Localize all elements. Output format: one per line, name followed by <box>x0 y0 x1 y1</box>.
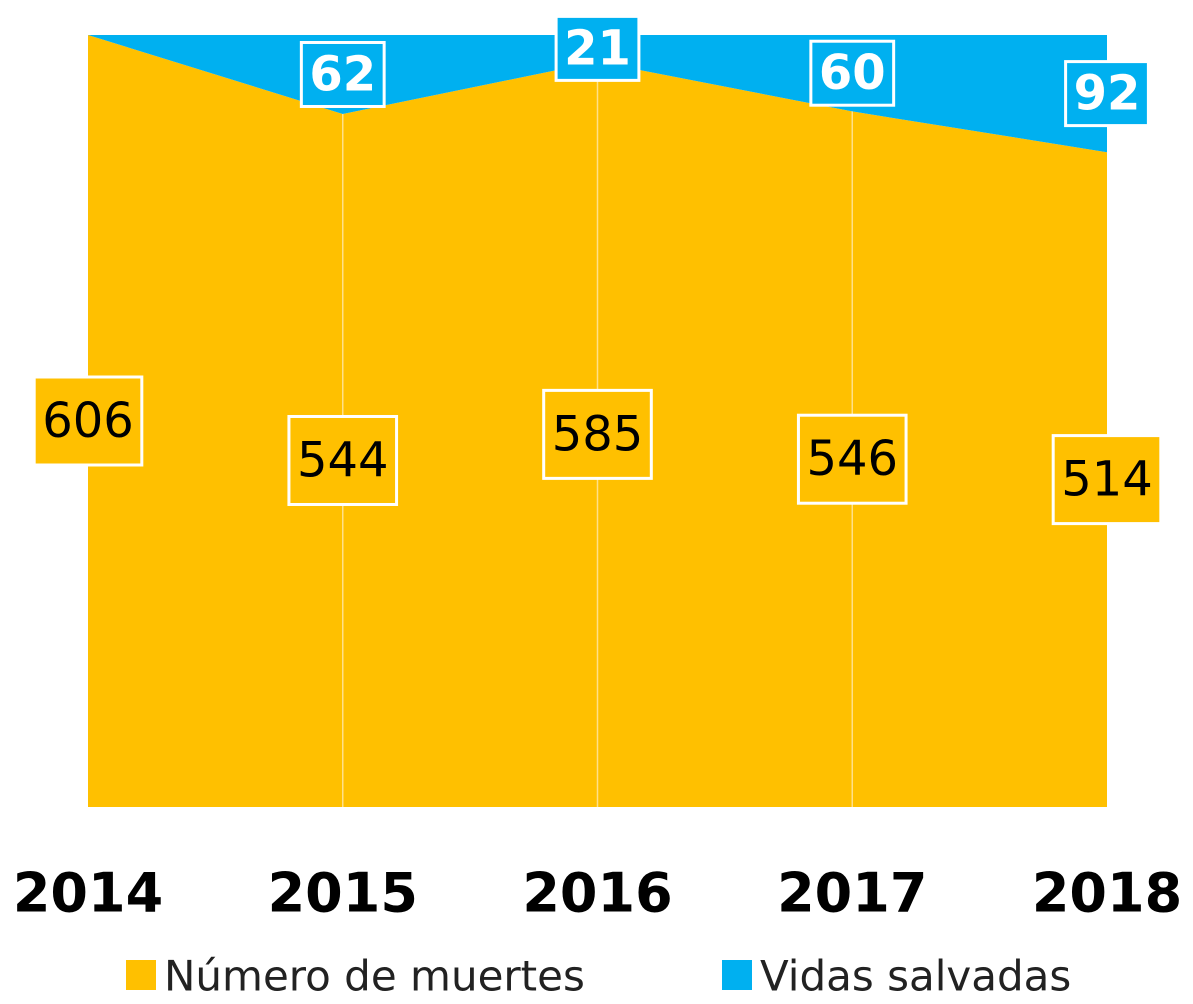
label-box <box>299 40 386 108</box>
data-label: 21 <box>554 14 641 82</box>
x-tick-label: 2014 <box>13 862 163 925</box>
label-box <box>32 375 144 467</box>
label-box <box>809 39 896 107</box>
x-tick-label: 2017 <box>777 862 927 925</box>
data-label: 62 <box>299 40 386 108</box>
value-label: 21 <box>564 20 631 76</box>
data-label: 60 <box>809 39 896 107</box>
data-label: 544 <box>287 414 399 506</box>
label-box <box>1064 60 1150 128</box>
data-label: 92 <box>1064 60 1150 128</box>
data-label: 606 <box>32 375 144 467</box>
x-tick-label: 2015 <box>268 862 418 925</box>
label-box <box>796 413 908 505</box>
value-label: 606 <box>42 393 134 449</box>
data-label: 546 <box>796 413 908 505</box>
value-label: 514 <box>1061 452 1153 508</box>
label-box <box>287 414 399 506</box>
value-label: 62 <box>309 46 376 102</box>
legend-label: Vidas salvadas <box>760 952 1071 1001</box>
label-box <box>1051 434 1163 526</box>
label-box <box>542 388 653 480</box>
value-label: 544 <box>297 432 389 488</box>
legend-label: Número de muertes <box>164 952 585 1001</box>
value-label: 585 <box>552 406 644 462</box>
value-label: 60 <box>819 45 886 101</box>
legend-swatch <box>722 960 752 990</box>
value-label: 92 <box>1074 66 1141 122</box>
label-box <box>554 14 641 82</box>
value-label: 546 <box>806 431 898 487</box>
x-tick-label: 2018 <box>1032 862 1182 925</box>
data-label: 585 <box>542 388 653 480</box>
x-tick-label: 2016 <box>522 862 672 925</box>
data-label: 514 <box>1051 434 1163 526</box>
legend-swatch <box>126 960 156 990</box>
